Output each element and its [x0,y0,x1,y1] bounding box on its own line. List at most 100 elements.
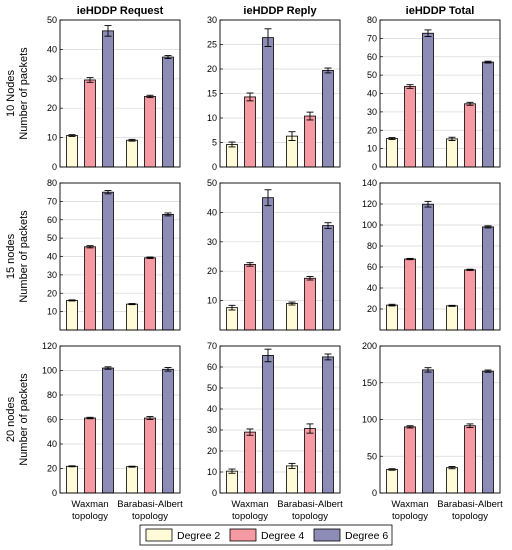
bar-degree-2 [226,470,238,494]
y-tick-label: 20 [47,464,57,474]
y-tick-label: 40 [207,404,217,414]
bar-degree-2 [66,300,78,331]
error-bar [424,367,432,373]
axes-frame [219,345,341,494]
error-bar [86,245,94,249]
x-category-label: Barabasi-Albert topology [117,499,183,522]
y-tick-label: 15 [207,89,217,99]
y-tick-label: 0 [212,488,217,498]
y-tick-label: 5 [212,138,217,148]
error-bar [146,256,154,259]
bar-degree-4 [144,257,156,331]
y-tick-label: 50 [47,15,57,25]
error-bar [448,304,456,307]
axes-frame [59,182,181,331]
error-bar [104,190,112,195]
chart-panel-9: 0 50 100 150 200 Waxman topology Barabasi-Alber… [362,341,503,522]
plot-area [60,20,180,167]
bar-degree-6 [262,197,274,331]
y-tick-label: 30 [47,74,57,84]
bar-degree-4 [244,431,256,494]
error-bar [104,25,112,37]
y-tick-label: 30 [207,425,217,435]
x-category-label: Barabasi-Albert topology [437,499,503,522]
y-tick-label: 30 [47,270,57,280]
y-tick-label: 50 [207,178,217,188]
bar-degree-2 [126,466,138,494]
plot-area [220,346,340,493]
y-tick-label: 10 [47,133,57,143]
x-category-label: Barabasi-Albert topology [277,499,343,522]
legend-swatch [145,528,173,542]
y-tick-label: 120 [362,199,377,209]
bar-degree-2 [226,307,238,331]
error-bar [86,416,94,420]
y-tick-label: 200 [362,341,377,351]
bar-degree-6 [422,32,434,168]
y-tick-label: 10 [207,467,217,477]
bar-degree-2 [386,304,398,331]
error-bar [406,257,414,261]
plot-area [380,183,500,330]
error-bar [68,299,76,302]
error-bar [324,67,332,74]
error-bar [128,303,136,306]
y-tick-label: 30 [367,107,377,117]
bar-degree-4 [304,277,316,331]
legend: Degree 2 Degree 4 Degree 6 [139,524,393,546]
y-tick-label: 40 [47,44,57,54]
bar-degree-6 [162,214,174,331]
axes-frame [59,345,181,494]
axes-frame [219,182,341,331]
bar-degree-6 [102,367,114,494]
y-tick-label: 0 [212,162,217,172]
error-bar [164,55,172,59]
error-bar [388,468,396,471]
error-bar [406,425,414,429]
error-bar [246,262,254,267]
bar-degree-2 [446,138,458,168]
bar-degree-6 [162,368,174,494]
y-tick-label: 70 [47,196,57,206]
y-tick-label: 50 [47,233,57,243]
chart-panel-2: 0 5 10 15 20 25 30 ieHDDP Reply [207,5,341,172]
y-tick-label: 60 [207,362,217,372]
y-tick-label: 20 [207,266,217,276]
y-tick-label: 40 [47,252,57,262]
bar-degree-4 [404,86,416,168]
chart-panel-8: 0 10 20 30 40 50 60 70 Waxman topology Barabasi-Al… [207,341,343,522]
error-bar [324,222,332,230]
bar-degree-2 [126,139,138,168]
y-tick-label: 0 [52,488,57,498]
bar-degree-2 [446,467,458,494]
error-bar [466,423,474,429]
bar-degree-6 [322,356,334,494]
y-tick-label: 20 [47,288,57,298]
x-category-label: Waxman topology [231,499,268,522]
axes-frame [219,19,341,168]
error-bar [228,468,236,474]
row-label: 15 nodes [5,233,17,279]
bar-degree-6 [322,225,334,331]
y-tick-label: 60 [47,215,57,225]
error-bar [264,189,272,207]
y-tick-label: 70 [367,33,377,43]
chart-title: ieHDDP Reply [243,5,317,17]
error-bar [164,366,172,372]
error-bar [264,28,272,47]
error-bar [424,200,432,208]
bar-degree-2 [66,135,78,168]
chart-panel-7: 0 20 40 60 80 100 120 20 nodes Number of packets… [5,341,183,522]
bar-degree-4 [244,96,256,168]
error-bar [484,225,492,229]
error-bar [288,131,296,141]
legend-item-label: Degree 6 [345,530,388,542]
bar-degree-6 [482,61,494,168]
y-tick-label: 80 [367,241,377,251]
bar-degree-6 [162,56,174,168]
y-tick-label: 30 [207,237,217,247]
y-tick-label: 50 [207,383,217,393]
x-category-label: Waxman topology [391,499,428,522]
bar-degree-6 [422,369,434,494]
